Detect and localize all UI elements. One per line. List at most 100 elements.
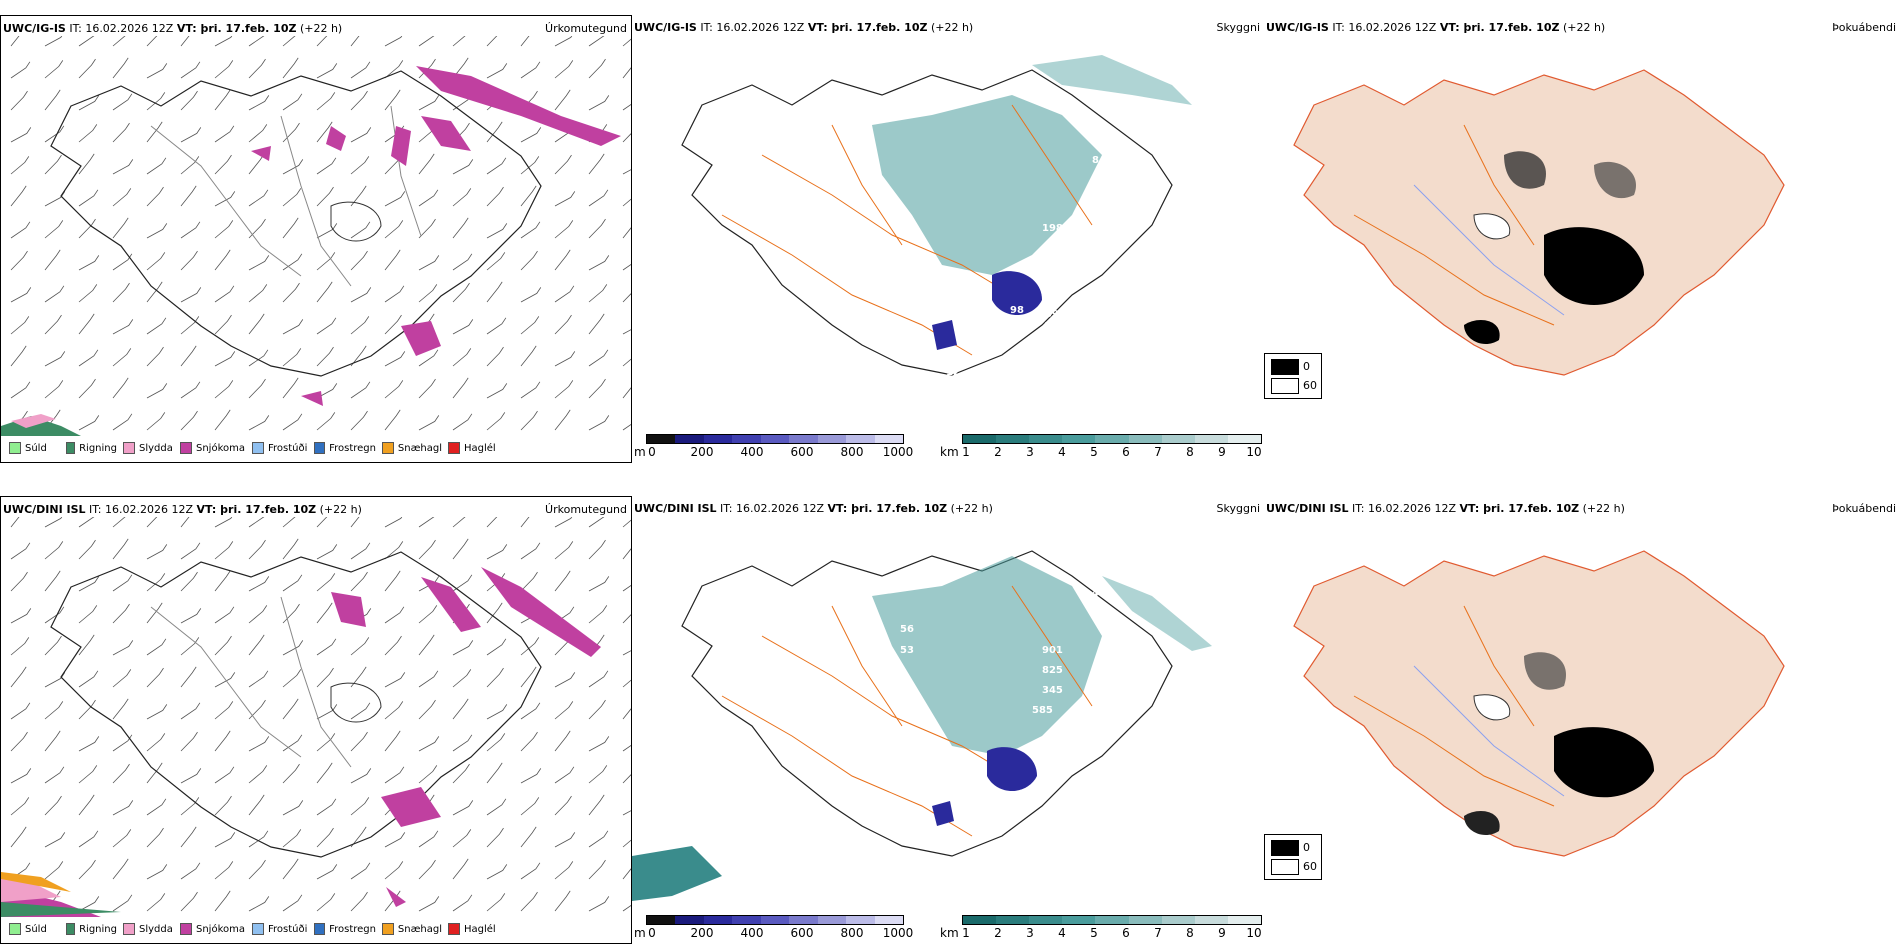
wind-barb <box>520 702 541 720</box>
wind-barb <box>452 734 473 752</box>
wind-barb <box>622 104 631 111</box>
wind-barb <box>350 287 372 303</box>
fog-panel-bottom: UWC/DINI ISL IT: 16.02.2026 12Z VT: þri.… <box>1264 496 1900 944</box>
wind-barb <box>622 133 631 143</box>
wind-barb <box>486 63 508 79</box>
wind-barb <box>418 736 440 752</box>
wind-barb <box>554 541 574 560</box>
wind-barb <box>554 36 573 47</box>
cloud-base-label: 136 <box>1040 333 1061 344</box>
wind-barb <box>180 862 201 880</box>
cloud-base-label: 12 <box>946 367 960 378</box>
wind-barb <box>112 894 133 912</box>
wind-barb <box>520 185 537 207</box>
wind-barb <box>316 317 337 335</box>
wind-barb <box>384 314 402 335</box>
panel-title: UWC/DINI ISL IT: 16.02.2026 12Z VT: þri.… <box>3 503 362 516</box>
wind-barb <box>588 736 610 752</box>
wind-barb <box>146 36 158 47</box>
cloud-base-label: 103 <box>1018 791 1039 802</box>
wind-barb <box>44 795 62 816</box>
wind-barb <box>452 57 469 79</box>
wind-barb <box>418 670 439 688</box>
wind-barb <box>486 602 503 624</box>
wind-barb <box>520 61 541 79</box>
wind-barb <box>282 36 296 47</box>
wind-barb <box>588 153 605 175</box>
wind-barb <box>486 121 503 143</box>
wind-barb <box>214 409 231 431</box>
wind-barb <box>44 517 63 528</box>
wind-barb <box>520 637 540 656</box>
wind-barb <box>248 36 265 47</box>
wind-barb <box>350 891 368 912</box>
wind-barb <box>452 188 472 207</box>
wind-barb <box>10 826 27 848</box>
wind-barb <box>554 672 576 688</box>
wind-barb <box>554 517 573 528</box>
wind-barb <box>44 541 64 560</box>
wind-barbs <box>10 36 631 431</box>
wind-barb <box>180 702 201 720</box>
wind-barb <box>554 409 571 431</box>
panel-title: UWC/DINI ISL IT: 16.02.2026 12Z VT: þri.… <box>1266 502 1625 515</box>
wind-barb <box>588 378 606 399</box>
wind-barb <box>384 409 401 431</box>
wind-barb <box>452 36 466 47</box>
wind-barb <box>112 640 134 656</box>
wind-barb <box>384 832 406 848</box>
wind-barb <box>180 768 202 784</box>
wind-barb <box>622 387 631 399</box>
wind-barb <box>350 410 368 431</box>
panel-subtitle: Úrkomutegund <box>545 503 627 516</box>
wind-barb <box>350 637 370 656</box>
wind-barb <box>248 605 268 624</box>
wind-barb <box>248 378 266 399</box>
wind-barb <box>78 378 96 399</box>
wind-barb <box>180 826 197 848</box>
cloud-base-label: 418 <box>1092 588 1113 599</box>
wind-barb <box>588 36 605 47</box>
wind-barb <box>248 255 270 271</box>
wind-barb <box>214 890 231 912</box>
wind-barb <box>112 858 129 880</box>
wind-barb <box>622 38 631 47</box>
wind-barb <box>520 316 540 335</box>
wind-barb <box>520 287 542 303</box>
wind-barb <box>316 798 337 816</box>
wind-barb <box>384 89 401 111</box>
legend-item: Frostúði <box>246 442 308 454</box>
wind-barb <box>384 730 401 752</box>
wind-barb <box>520 517 530 528</box>
wind-barb <box>316 573 336 592</box>
wind-barb <box>10 542 31 560</box>
wind-barb <box>452 319 474 335</box>
cloud-base-label: 53 <box>900 645 914 656</box>
wind-barb <box>10 797 30 816</box>
wind-barb <box>622 774 631 784</box>
wind-barb <box>282 698 299 720</box>
precip-type-panel-top: UWC/IG-IS IT: 16.02.2026 12Z VT: þri. 17… <box>0 15 632 463</box>
wind-barb <box>282 894 303 912</box>
wind-barb <box>180 156 200 175</box>
legend-item: Frostúði <box>246 923 308 935</box>
wind-barb <box>384 249 401 271</box>
wind-barb <box>180 797 200 816</box>
wind-barb <box>214 672 236 688</box>
ceiling-colorbar: m 0 200 400 600 800 1000 <box>634 434 913 463</box>
wind-barb <box>146 186 164 207</box>
wind-barb <box>486 317 507 335</box>
wind-barb <box>384 60 404 79</box>
wind-barb <box>554 191 576 207</box>
wind-barb <box>316 412 336 431</box>
wind-barb <box>248 349 269 367</box>
wind-barb <box>180 542 201 560</box>
cloud-panel-bottom: UWC/DINI ISL IT: 16.02.2026 12Z VT: þri.… <box>632 496 1264 944</box>
wind-barb <box>486 798 507 816</box>
wind-barb <box>554 351 576 367</box>
wind-barb <box>282 319 304 335</box>
cloud-base-label: 134 <box>998 809 1019 820</box>
wind-barb <box>588 576 610 592</box>
wind-barb <box>180 90 198 111</box>
visibility-colorbar: km 1 2 3 4 5 6 7 8 9 10 <box>940 434 1264 463</box>
